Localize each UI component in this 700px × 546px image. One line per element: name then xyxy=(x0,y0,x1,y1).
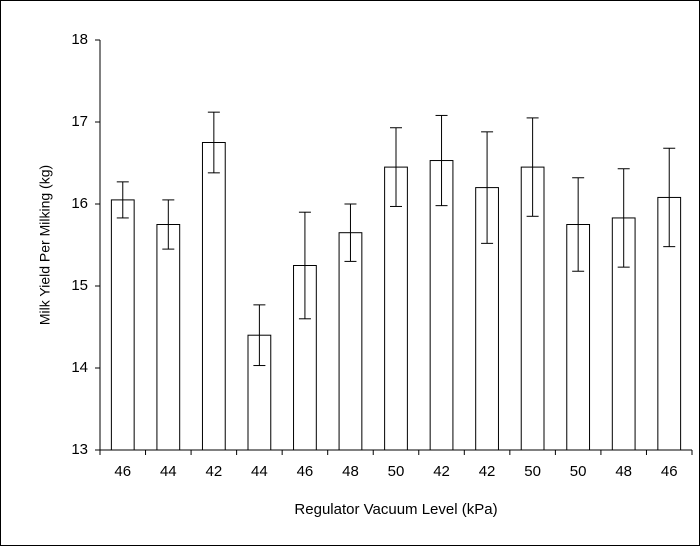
y-tick-label: 14 xyxy=(71,359,88,376)
x-tick-label: 50 xyxy=(388,463,405,480)
bar xyxy=(156,224,181,451)
x-tick-label: 46 xyxy=(114,463,131,480)
y-tick-label: 18 xyxy=(71,31,88,48)
x-axis-title: Regulator Vacuum Level (kPa) xyxy=(294,501,497,518)
y-tick-label: 15 xyxy=(71,277,88,294)
bar xyxy=(110,199,135,451)
y-tick-label: 16 xyxy=(71,195,88,212)
y-tick-label: 13 xyxy=(71,441,88,458)
x-tick-label: 42 xyxy=(479,463,496,480)
x-tick-label: 42 xyxy=(433,463,450,480)
x-tick-label: 48 xyxy=(342,463,359,480)
x-tick-label: 50 xyxy=(570,463,587,480)
x-tick-label: 46 xyxy=(297,463,314,480)
y-axis-title: Milk Yield Per Milking (kg) xyxy=(37,165,53,325)
x-tick-label: 48 xyxy=(615,463,632,480)
x-tick-label: 44 xyxy=(160,463,177,480)
x-tick-label: 42 xyxy=(206,463,223,480)
x-tick-label: 46 xyxy=(661,463,678,480)
x-tick-label: 44 xyxy=(251,463,268,480)
bar xyxy=(384,166,408,451)
x-tick-label: 50 xyxy=(524,463,541,480)
bar xyxy=(338,232,363,451)
bar xyxy=(201,142,226,451)
y-tick-label: 17 xyxy=(71,113,88,130)
